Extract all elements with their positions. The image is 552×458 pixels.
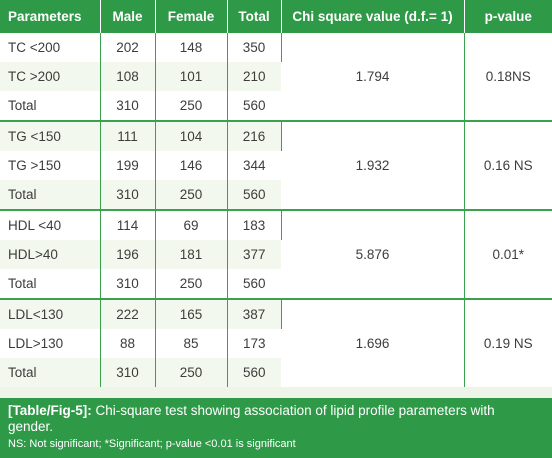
cell-total: 210: [227, 62, 281, 91]
cell-male: 310: [100, 180, 156, 211]
cell-param: TG <150: [0, 121, 101, 151]
table-row: Total 310 250 560: [0, 91, 552, 122]
cell-male: 196: [100, 240, 156, 269]
cell-param: TC >200: [0, 62, 101, 91]
cell-total: 377: [227, 240, 281, 269]
cell-param: TC <200: [0, 33, 101, 62]
cell-param: Total: [0, 180, 101, 211]
cell-female: 181: [155, 240, 228, 269]
caption-ref: [Table/Fig-5]:: [8, 403, 92, 418]
cell-p-value: 0.18NS: [464, 33, 552, 122]
cell-female: 250: [155, 358, 228, 387]
header-female: Female: [155, 0, 228, 33]
cell-chi-square: 1.696: [281, 299, 465, 387]
table-row: HDL>40 196 181 377: [0, 240, 552, 269]
caption-note: NS: Not significant; *Significant; p-val…: [8, 438, 296, 450]
cell-total: 344: [227, 151, 281, 180]
cell-female: 146: [155, 151, 228, 180]
table-row: LDL<130 222 165 387 1.696 0.19 NS: [0, 299, 552, 387]
cell-male: 114: [100, 210, 156, 240]
table-row: TC >200 108 101 210: [0, 62, 552, 91]
cell-female: 148: [155, 33, 228, 62]
caption-text: Chi-square test showing association of l…: [8, 403, 495, 434]
cell-male: 111: [100, 121, 156, 151]
cell-param: HDL>40: [0, 240, 101, 269]
cell-female: 104: [155, 121, 228, 151]
cell-female: 85: [155, 329, 228, 358]
cell-total: 350: [227, 33, 282, 62]
table-row: HDL <40 114 69 183 5.876 0.01*: [0, 210, 552, 300]
table-row: TG >150 199 146 344: [0, 151, 552, 180]
cell-param: TG >150: [0, 151, 101, 180]
cell-param: Total: [0, 358, 101, 387]
table-row: TG <150 111 104 216 1.932 0.16 NS: [0, 121, 552, 211]
header-p-value: p-value: [464, 0, 552, 33]
cell-param: LDL>130: [0, 329, 101, 358]
cell-female: 250: [155, 180, 228, 211]
cell-p-value: 0.19 NS: [464, 299, 552, 387]
cell-total: 560: [227, 91, 281, 122]
table-row: LDL>130 88 85 173: [0, 329, 552, 358]
cell-p-value: 0.16 NS: [464, 121, 552, 211]
table-row: Total 310 250 560: [0, 358, 552, 387]
header-total: Total: [227, 0, 282, 33]
cell-male: 310: [100, 91, 156, 122]
cell-total: 560: [227, 269, 281, 300]
cell-male: 310: [100, 269, 156, 300]
header-chi-square: Chi square value (d.f.= 1): [281, 0, 465, 33]
cell-male: 108: [100, 62, 156, 91]
cell-total: 183: [227, 210, 282, 240]
cell-male: 199: [100, 151, 156, 180]
cell-female: 250: [155, 91, 228, 122]
cell-total: 387: [227, 299, 282, 329]
cell-male: 222: [100, 299, 156, 329]
cell-total: 216: [227, 121, 282, 151]
cell-female: 101: [155, 62, 228, 91]
cell-param: Total: [0, 91, 101, 122]
cell-male: 88: [100, 329, 156, 358]
cell-female: 250: [155, 269, 228, 300]
cell-chi-square: 1.794: [281, 33, 465, 122]
header-parameters: Parameters: [0, 0, 101, 33]
table-row: Total 310 250 560: [0, 269, 552, 300]
cell-male: 202: [100, 33, 156, 62]
table-row: TC <200 202 148 350 1.794 0.18NS: [0, 33, 552, 122]
table-row: Total 310 250 560: [0, 180, 552, 211]
cell-chi-square: 5.876: [281, 210, 465, 300]
cell-total: 173: [227, 329, 281, 358]
cell-female: 69: [155, 210, 228, 240]
cell-param: Total: [0, 269, 101, 300]
caption-title: [Table/Fig-5]: Chi-square test showing a…: [8, 403, 542, 435]
cell-male: 310: [100, 358, 156, 387]
lipid-profile-table: Parameters Male Female Total Chi square …: [0, 0, 552, 387]
cell-param: HDL <40: [0, 210, 101, 240]
cell-female: 165: [155, 299, 228, 329]
table-caption: [Table/Fig-5]: Chi-square test showing a…: [0, 398, 552, 458]
header-row: Parameters Male Female Total Chi square …: [0, 0, 552, 33]
cell-param: LDL<130: [0, 299, 101, 329]
cell-chi-square: 1.932: [281, 121, 465, 211]
cell-p-value: 0.01*: [464, 210, 552, 300]
cell-total: 560: [227, 180, 281, 211]
cell-total: 560: [227, 358, 281, 387]
header-male: Male: [100, 0, 156, 33]
